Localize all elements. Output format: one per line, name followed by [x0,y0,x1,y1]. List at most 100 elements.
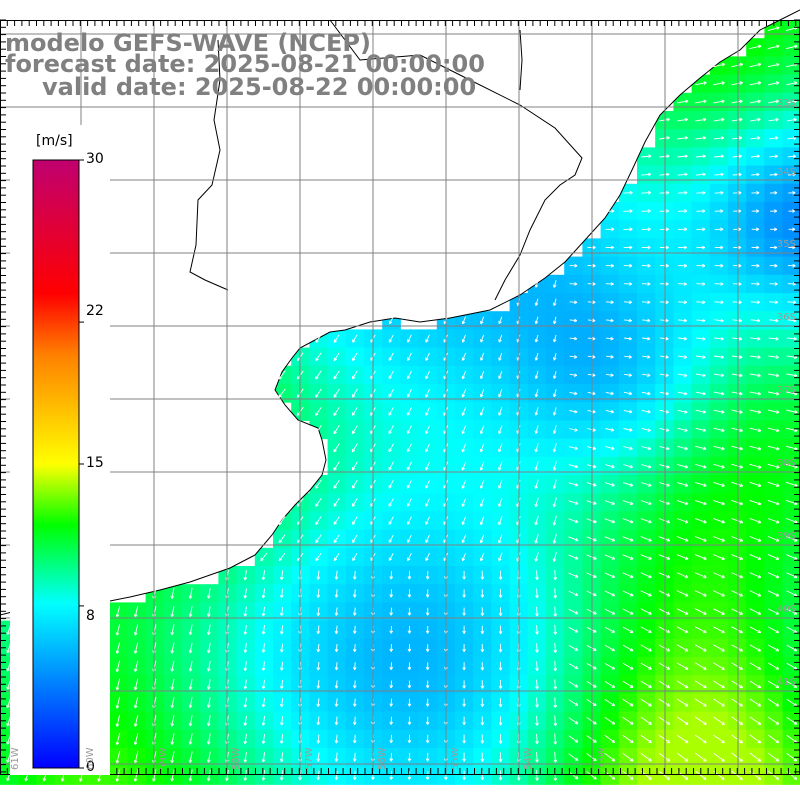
wind-arrow [677,190,688,195]
wind-arrow [714,227,724,232]
wind-arrow [769,282,778,286]
wind-arrow [479,370,485,380]
lon-label: 56W [377,747,388,770]
wind-arrow [785,445,798,451]
wind-arrow [569,428,578,432]
wind-arrow [552,497,557,508]
wind-arrow [605,428,615,432]
wind-arrow [659,427,670,432]
lon-label: 60W [85,747,96,770]
wind-arrow [461,479,467,489]
wind-arrows [6,26,798,782]
wind-arrow [678,355,688,359]
wind-arrow [553,334,557,343]
wind-arrow [552,461,557,471]
wind-arrow [660,245,669,250]
wind-arrow [659,463,670,469]
wind-arrow [641,245,651,250]
wind-arrow [713,81,725,86]
wind-arrow [479,479,485,489]
wind-arrow [461,407,467,416]
wind-arrow [333,479,340,489]
wind-arrow [641,409,651,414]
wind-arrow [659,391,669,396]
wind-arrow [388,334,394,343]
wind-arrow [749,44,762,50]
colorbar-tick-30: 30 [86,151,104,167]
wind-arrow [425,388,431,398]
wind-arrow [568,500,579,505]
wind-arrow [788,227,796,232]
wind-arrow [677,427,688,432]
wind-arrow [605,245,615,250]
wind-arrow [749,81,762,86]
wind-arrow [696,355,706,359]
wind-arrow [677,391,688,396]
lon-label: 59W [158,747,169,770]
wind-arrow [352,334,358,343]
wind-arrow [713,445,725,451]
wind-arrow [732,300,742,305]
wind-arrow [713,62,725,68]
wind-arrow [660,355,669,359]
wind-arrow [351,425,358,435]
wind-arrow [732,136,743,140]
wind-arrow [605,209,615,213]
wind-arrow [696,245,706,250]
wind-arrow [425,443,431,453]
wind-arrow [732,318,742,323]
wind-arrow [278,370,286,380]
wind-arrow [695,391,706,396]
wind-arrow [351,406,358,416]
wind-arrow [659,409,670,414]
colorbar-tick-22: 22 [86,303,104,319]
wind-arrow [677,117,689,122]
wind-arrow [768,391,780,396]
wind-arrow [461,370,467,380]
wind-arrow [658,117,670,122]
wind-arrow [534,334,539,343]
wind-arrow [658,482,670,487]
wind-arrow [678,245,688,250]
wind-arrow [732,172,742,177]
wind-arrow [461,461,467,471]
wind-arrow [678,336,688,341]
wind-arrow [498,334,503,343]
wind-arrow [678,300,688,305]
wind-arrow [769,300,779,305]
wind-arrow [498,370,503,380]
wind-arrow [751,245,760,250]
wind-arrow [606,355,614,359]
wind-arrow [677,373,688,378]
wind-arrow [622,482,634,487]
wind-arrow [461,388,467,398]
wind-arrow [696,318,706,323]
wind-arrow [461,443,467,453]
wind-arrow [569,409,578,414]
wind-arrow [623,245,633,250]
wind-arrow [407,334,412,343]
wind-arrow [351,388,358,398]
wind-arrow [498,425,503,434]
wind-arrow [767,409,780,414]
wind-arrow [605,318,614,323]
wind-arrow [569,391,578,396]
wind-arrow [605,282,614,286]
wind-arrow [461,498,467,507]
wind-arrow [534,371,539,379]
wind-arrow [315,406,322,416]
wind-arrow [623,227,633,232]
wind-arrow [696,209,706,213]
wind-arrow [786,409,798,414]
wind-arrow [713,409,725,414]
wind-arrow [315,479,322,489]
wind-arrow [678,263,688,268]
wind-arrow [713,99,725,104]
wind-arrow [642,336,651,341]
wind-arrow [569,318,578,323]
wind-arrow [388,388,394,398]
wind-arrow [425,407,431,416]
lat-label: 33S [776,98,796,109]
wind-arrow [749,99,761,104]
wind-arrow [461,352,467,361]
